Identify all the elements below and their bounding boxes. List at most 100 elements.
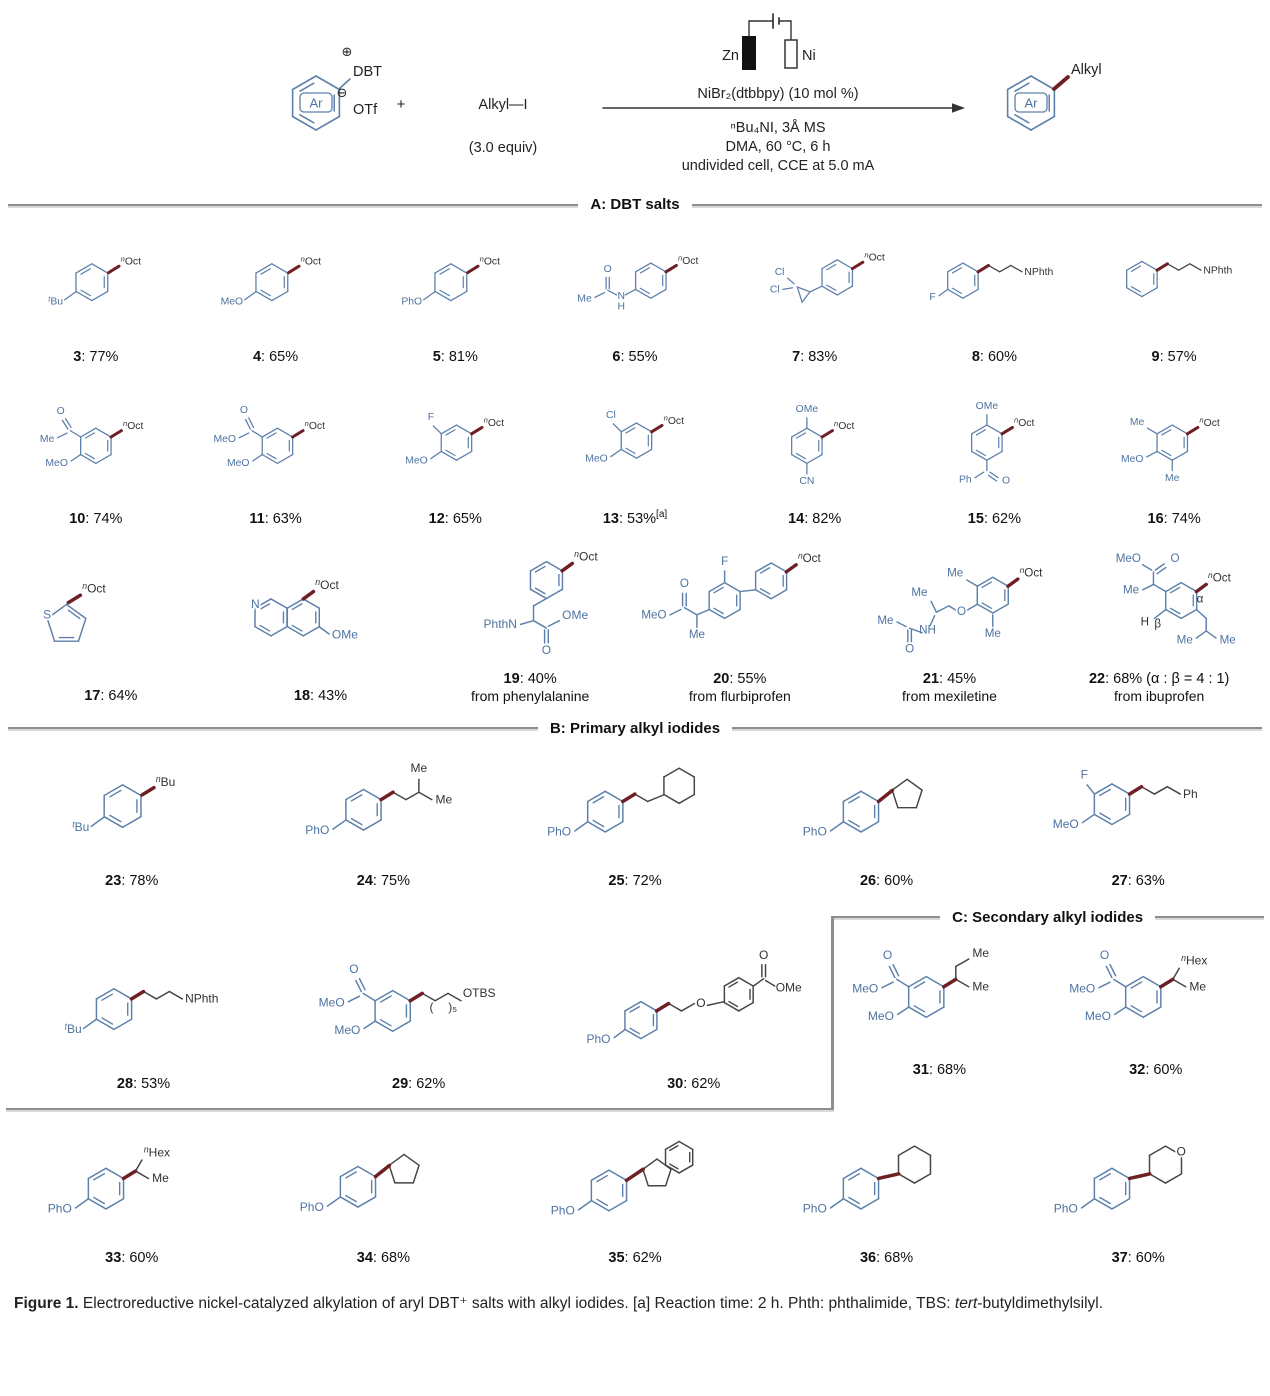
svg-text:MeO: MeO — [1069, 981, 1095, 995]
compound-27-label: 27: 63% — [1111, 872, 1165, 889]
svg-text:PhO: PhO — [587, 1032, 611, 1046]
structure-35: PhO — [551, 1140, 694, 1217]
svg-text:Cl: Cl — [606, 410, 616, 421]
svg-text:F: F — [929, 292, 935, 303]
structure-37: PhO O — [1054, 1142, 1188, 1215]
svg-text:Me: Me — [577, 293, 592, 304]
zn-electrode-icon — [742, 36, 756, 70]
svg-text:PhO: PhO — [48, 1201, 72, 1215]
svg-text:N: N — [251, 597, 260, 611]
compound-20-label: 20: 55% — [713, 670, 767, 687]
svg-text:MeO: MeO — [213, 434, 235, 445]
divider-line — [691, 203, 1262, 206]
divider-line — [1155, 916, 1264, 919]
compound-12: nOct F MeO 12: 65% — [365, 381, 545, 529]
compound-36: PhO 36: 68% — [761, 1122, 1013, 1268]
compound-21-label: 21: 45% — [922, 670, 977, 687]
structure-21: nOct Me Me O Me NH O Me — [877, 565, 1043, 656]
compound-23-label: 23: 78% — [105, 872, 159, 889]
compound-6-label: 6: 55% — [612, 349, 658, 365]
svg-text:OTBS: OTBS — [463, 986, 496, 1000]
structure-31: O MeO MeO Me Me — [852, 946, 989, 1023]
section-b-label: B: Primary alkyl iodides — [549, 719, 721, 737]
svg-text:O: O — [696, 996, 705, 1010]
structure-5: nOct PhO — [402, 254, 501, 307]
svg-text:MeO: MeO — [220, 297, 242, 308]
svg-text:nOct: nOct — [864, 250, 884, 263]
compound-21: nOct Me Me O Me NH O Me 21: 45% from mexiletine — [845, 543, 1055, 706]
svg-text:nOct: nOct — [574, 549, 598, 564]
svg-text:Me: Me — [689, 628, 705, 641]
compound-28: tBu NPhth 28: 53% — [6, 941, 281, 1094]
svg-text:NH: NH — [919, 623, 936, 636]
svg-text:O: O — [57, 406, 65, 417]
compound-35: PhO 35: 62% — [509, 1122, 761, 1268]
svg-text:nBu: nBu — [156, 774, 176, 789]
reactant-ar-label: Ar — [310, 96, 324, 111]
compound-27: F MeO Ph 27: 63% — [1012, 745, 1264, 891]
svg-text:O: O — [680, 577, 689, 590]
compound-34: PhO 34: 68% — [258, 1122, 510, 1268]
negative-charge-icon: ⊖ — [337, 85, 348, 100]
svg-text:O: O — [1177, 1144, 1186, 1158]
structure-33: PhO nHex Me — [48, 1144, 170, 1215]
svg-text:nOct: nOct — [1019, 565, 1043, 580]
section-a-label: A: DBT salts — [590, 196, 680, 213]
svg-text:Me: Me — [947, 566, 963, 579]
compound-9: NPhth 9: 57% — [1084, 221, 1264, 367]
compound-19: nOct PhthN O OMe 19: 40% from phenylalanine — [425, 543, 635, 706]
compound-30-label: 30: 62% — [667, 1075, 721, 1092]
svg-text:H: H — [618, 301, 626, 312]
compound-15-label: 15: 62% — [967, 510, 1022, 527]
compound-9-label: 9: 57% — [1151, 349, 1197, 365]
svg-text:Me: Me — [1177, 633, 1193, 646]
compound-14-label: 14: 82% — [788, 510, 842, 527]
svg-text:MeO: MeO — [852, 981, 878, 995]
svg-text:Me: Me — [877, 614, 893, 627]
figure-caption: Figure 1. Electroreductive nickel-cataly… — [14, 1294, 1256, 1313]
compound-3: nOct tBu 3: 77% — [6, 221, 186, 367]
svg-text:F: F — [1081, 767, 1088, 781]
row-secondary-iodides-1: O MeO MeO Me Me 31: 68% O MeO MeO nHex Me 32: 60% — [831, 934, 1264, 1080]
svg-text:O: O — [240, 405, 248, 416]
svg-text:O: O — [759, 950, 768, 962]
svg-text:MeO: MeO — [1121, 454, 1143, 465]
compound-31-label: 31: 68% — [912, 1061, 967, 1078]
svg-text:MeO: MeO — [1085, 1009, 1111, 1023]
svg-text:Me: Me — [1165, 473, 1180, 484]
compound-37-label: 37: 60% — [1111, 1249, 1165, 1266]
compound-8: F NPhth 8: 60% — [905, 221, 1085, 367]
compound-29-label: 29: 62% — [392, 1075, 446, 1092]
svg-text:MeO: MeO — [585, 453, 607, 464]
row-primary-iodides-1: nBu tBu 23: 78% PhO Me Me 24: 75% PhO 25: 72% PhO… — [6, 745, 1264, 891]
compound-10-label: 10: 74% — [69, 510, 123, 527]
compound-19-note: from phenylalanine — [471, 687, 590, 704]
svg-text:O: O — [905, 642, 914, 655]
structure-14: OMe nOct CN — [790, 404, 854, 487]
structure-34: PhO — [299, 1153, 420, 1214]
svg-text:PhO: PhO — [803, 824, 827, 838]
svg-text:O: O — [957, 605, 966, 618]
structure-19: nOct PhthN O OMe — [484, 549, 599, 657]
compound-25: PhO 25: 72% — [509, 745, 761, 891]
svg-text:PhO: PhO — [1054, 1201, 1078, 1215]
divider-line — [8, 727, 538, 730]
compound-34-label: 34: 68% — [356, 1249, 410, 1266]
structure-8: F NPhth — [929, 262, 1053, 303]
svg-text:Me: Me — [984, 627, 1000, 640]
compound-7-label: 7: 83% — [792, 349, 838, 365]
svg-text:CN: CN — [799, 476, 814, 487]
svg-text:MeO: MeO — [1116, 552, 1141, 565]
svg-text:(: ( — [430, 1000, 434, 1014]
structure-9: NPhth — [1126, 260, 1233, 298]
svg-text:PhO: PhO — [547, 824, 571, 838]
compound-13-label: 13: 53%[a] — [602, 509, 668, 527]
structure-25: PhO — [547, 767, 696, 838]
svg-text:nOct: nOct — [123, 419, 143, 432]
